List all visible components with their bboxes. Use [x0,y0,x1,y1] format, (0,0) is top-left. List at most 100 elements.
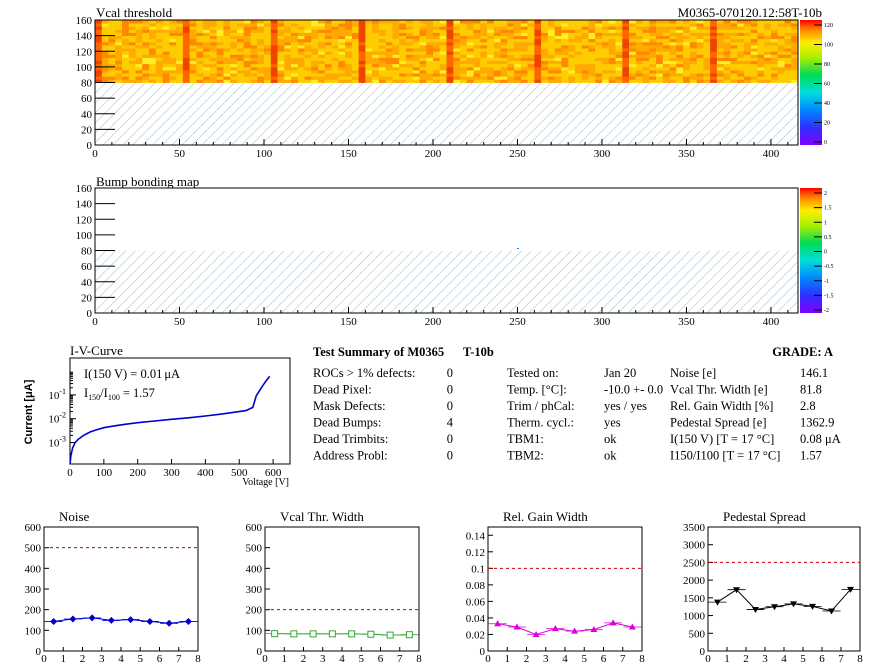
vcal-cell [196,29,204,33]
vcal-cell [385,35,393,40]
vcal-cell [405,70,414,74]
vcal-cell [372,20,380,24]
vcal-cell [771,54,779,58]
vcal-cell [250,57,258,61]
vcal-cell [176,35,184,40]
vcal-cell [135,73,143,77]
vcal-cell [270,79,278,83]
vcal-cell [412,45,420,49]
vcal-cell [662,38,670,43]
vcal-cell [378,45,387,49]
vcal-cell [737,54,745,58]
vcal-cell [595,79,603,83]
vcal-cell [588,70,596,74]
vcal-cell [581,41,589,46]
vcal-cell [649,54,657,58]
vcal-cell [602,45,610,49]
vcal-cell [750,60,758,65]
vcal-cell [216,48,224,52]
vcal-cell [149,20,157,24]
vcal-cell [574,79,583,83]
vcal-cell [182,79,191,83]
vcal-cell [730,45,738,49]
vcal-cell [122,41,130,46]
pedestal-spread-point [809,603,816,610]
vcal-cell [662,76,670,80]
x-tick-label: 6 [378,653,384,665]
vcal-cell [122,48,130,52]
vcal-cell [723,70,731,74]
vcal-cell [95,79,103,83]
vcal-cell [743,60,752,65]
vcal-cell [669,45,677,49]
vcal-cell [723,32,731,36]
vcal-cell [561,26,569,30]
x-tick-label: 4 [339,653,345,665]
vcal-cell [250,23,258,27]
vcal-cell [480,35,488,40]
vcal-cell [561,45,569,49]
vcal-cell [730,51,738,55]
x-tick-label: 150 [340,316,357,328]
vcal-cell [588,23,596,27]
vcal-cell [615,45,623,49]
vcal-cell [757,54,765,58]
vcal-cell [689,63,697,68]
vcal-cell [689,20,697,24]
x-tick-label: 8 [416,653,422,665]
vcal-cell [480,76,488,80]
x-tick-label: 350 [678,316,695,328]
vcal-cell [730,66,738,71]
vcal-cell [615,51,623,55]
vcal-cell [784,41,792,46]
vcal-cell [338,32,346,36]
vcal-cell [318,29,326,33]
vcal-cell [757,63,765,68]
vcal-cell [399,45,407,49]
vcal-cell [149,35,157,40]
vcal-cell [723,63,731,68]
colorbar-tick-label: -2 [824,308,829,314]
vcal-cell [547,63,556,68]
vcal-cell [237,54,245,58]
vcal-cell [209,23,218,27]
result-value: 81.8 [800,383,822,397]
vcal-cell [683,79,691,83]
vcal-cell [493,20,501,24]
vcal-cell [385,48,393,52]
vcal-cell [507,60,515,65]
iv-x-tick-label: 200 [129,467,146,479]
vcal-cell [669,32,677,36]
vcal-cell [635,79,643,83]
vcal-cell [689,32,697,36]
vcal-cell [338,73,346,77]
vcal-cell [500,26,508,30]
vcal-cell [122,54,130,58]
vcal-cell [642,57,650,61]
vcal-cell [277,60,285,65]
vcal-cell [771,60,779,65]
vcal-cell [791,45,799,49]
vcal-cell [622,35,630,40]
vcal-cell [439,60,447,65]
vcal-cell [128,20,136,24]
x-tick-label: 0 [92,148,98,160]
vcal-cell [284,23,292,27]
vcal-cell [142,57,150,61]
vcal-cell [669,51,677,55]
vcal-cell [128,54,136,58]
y-tick-label: 60 [81,261,93,273]
vcal-cell [439,41,447,46]
vcal-cell [520,29,529,33]
vcal-cell [135,76,143,80]
vcal-cell [372,26,380,30]
vcal-cell [135,66,143,71]
vcal-cell [608,41,616,46]
vcal-cell [683,70,691,74]
vcal-cell [466,73,474,77]
vcal-cell [392,48,400,52]
x-tick-label: 100 [256,316,273,328]
pedestal-spread-title: Pedestal Spread [723,509,806,524]
